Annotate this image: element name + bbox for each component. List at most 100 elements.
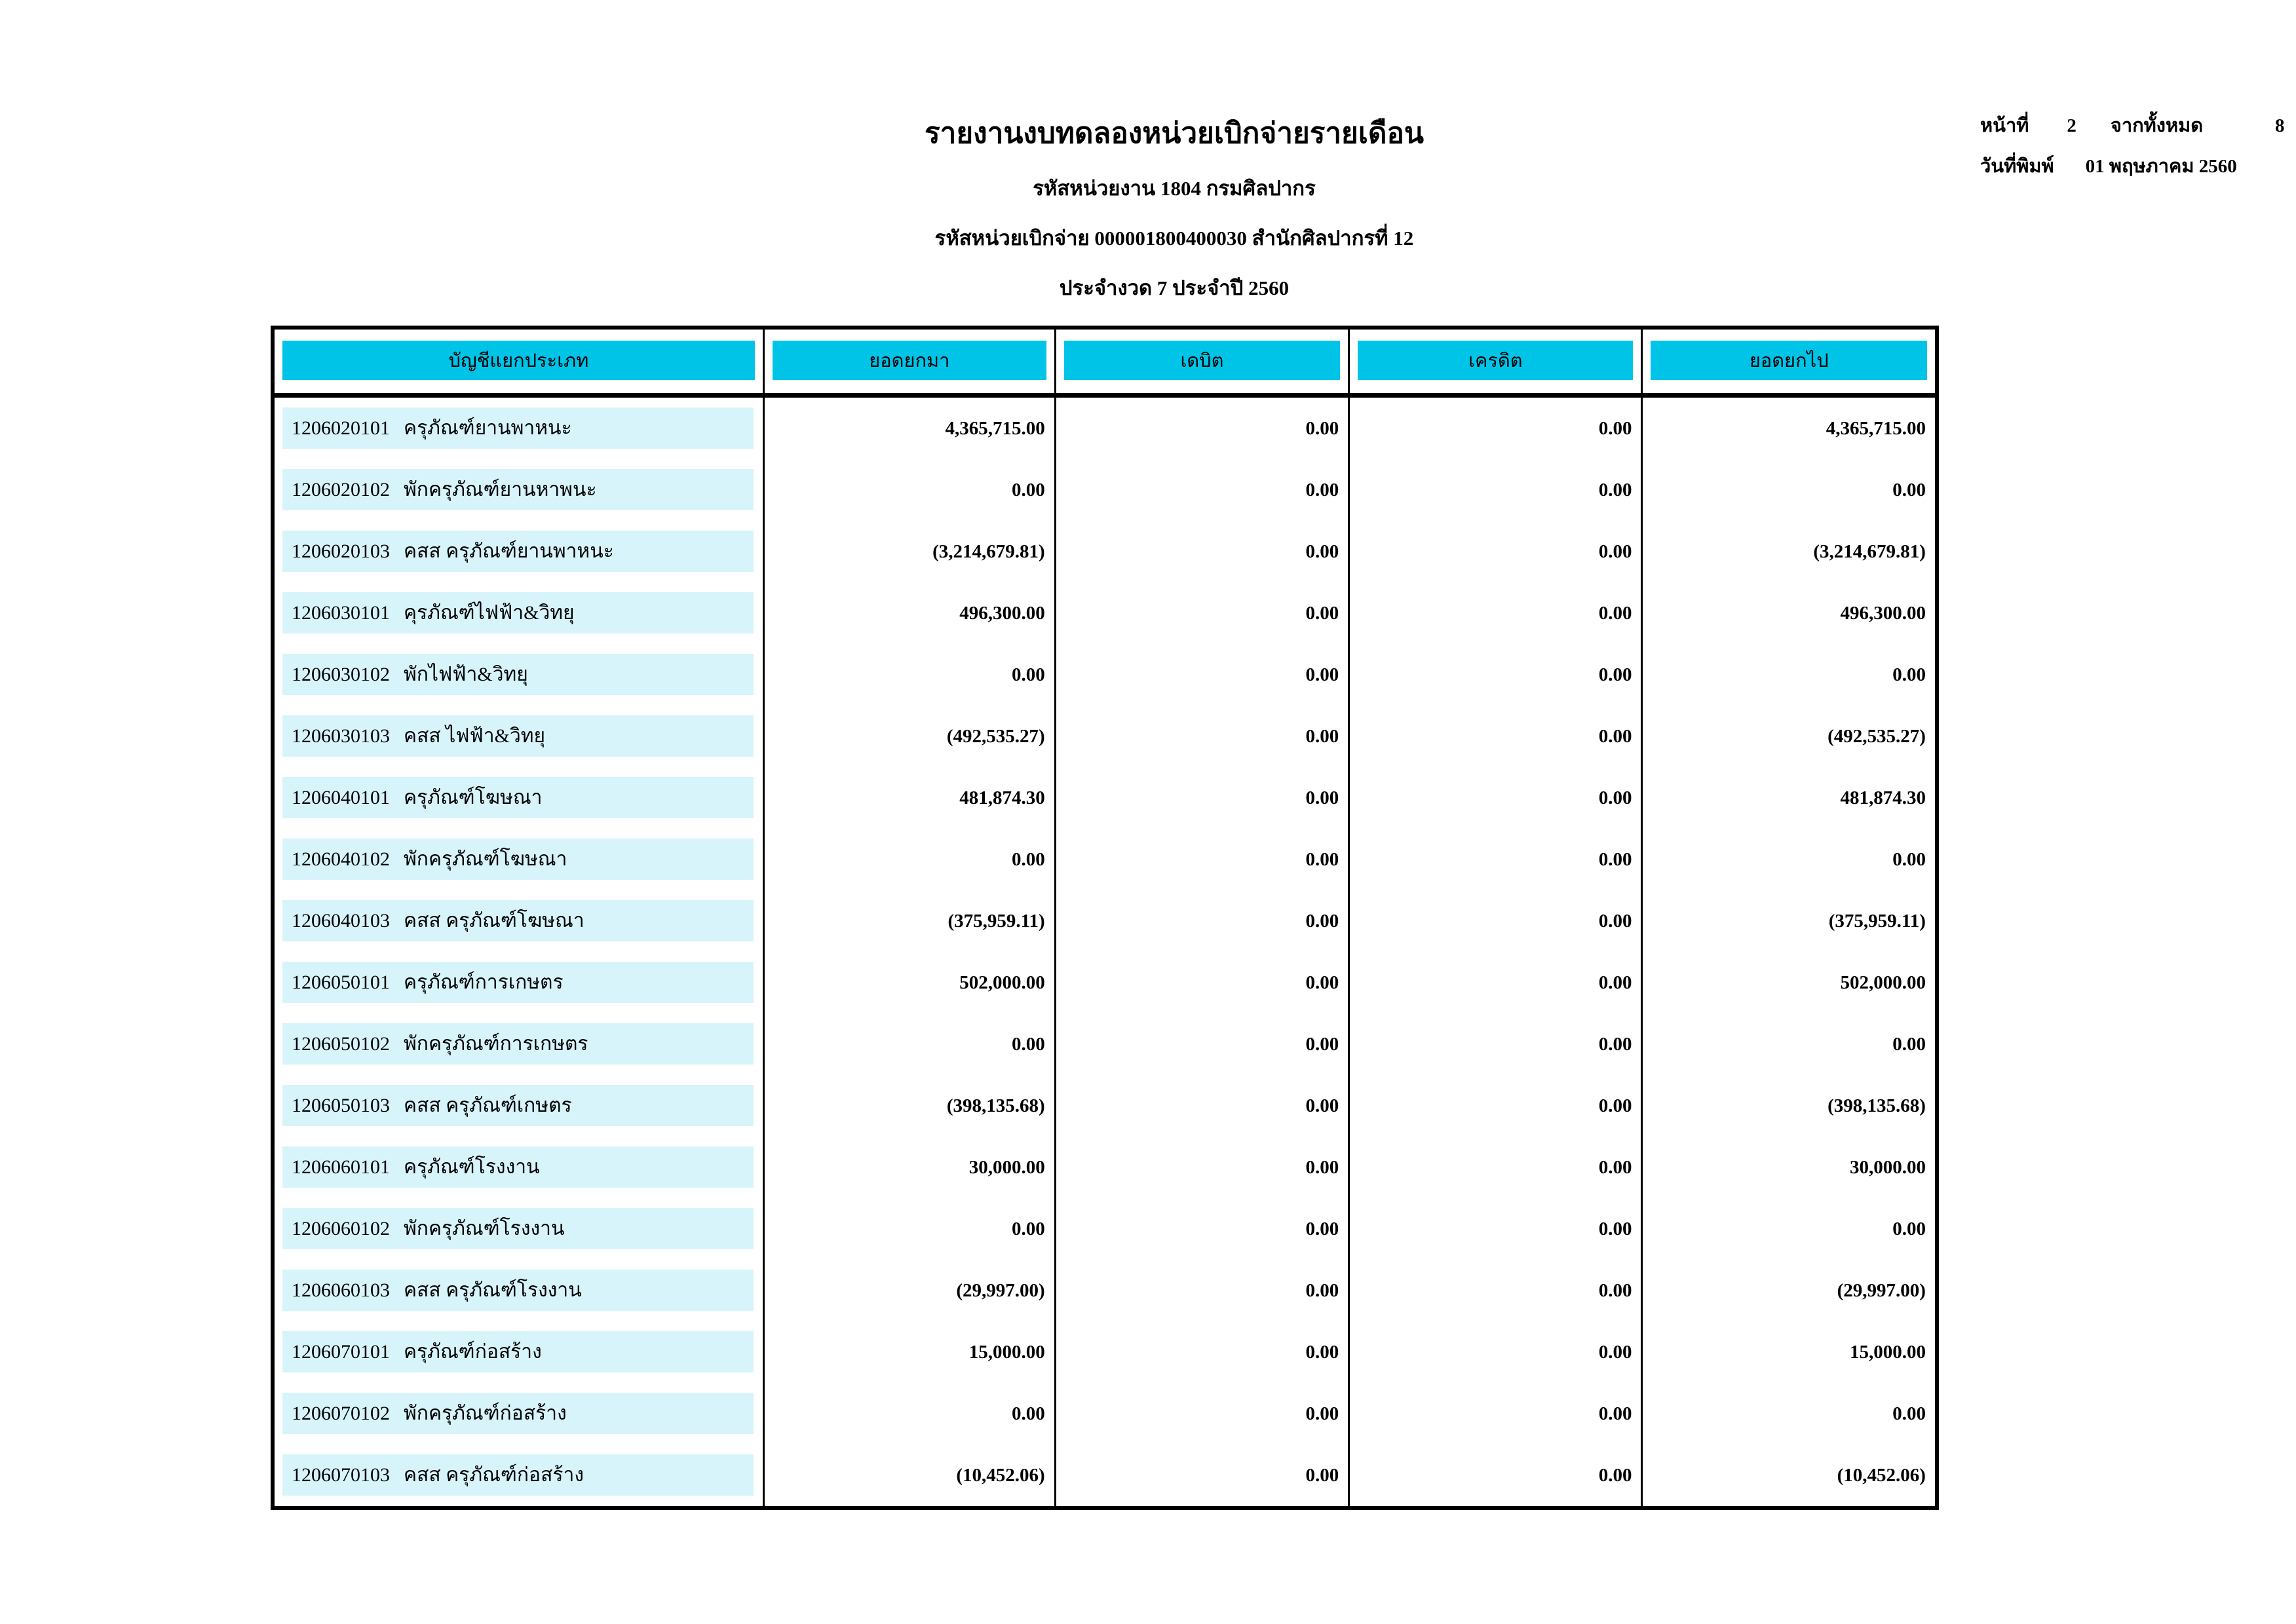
debit-cell: 0.00 bbox=[1054, 1198, 1349, 1260]
account-band: 1206040101 ครุภัณฑ์โฆษณา bbox=[282, 777, 754, 818]
table-row-label: 1206050102 พักครุภัณฑ์การเกษตร bbox=[275, 1013, 763, 1075]
account-code: 1206060103 bbox=[292, 1279, 390, 1301]
table-row-label: 1206040103 คสส ครุภัณฑ์โฆษณา bbox=[275, 890, 763, 952]
account-band: 1206050101 ครุภัณฑ์การเกษตร bbox=[282, 962, 754, 1003]
print-date-label: วันที่พิมพ์ bbox=[1980, 156, 2054, 177]
account-band: 1206030101 คุรภัณฑ์ไฟฟ้า&วิทยุ bbox=[282, 592, 754, 633]
debit-cell: 0.00 bbox=[1054, 1321, 1349, 1383]
table-row-label: 1206030103 คสส ไฟฟ้า&วิทยุ bbox=[275, 706, 763, 767]
credit-cell: 0.00 bbox=[1348, 1260, 1641, 1321]
opening-balance-cell: 481,874.30 bbox=[762, 767, 1054, 829]
report-subtitle-period: ประจำงวด 7 ประจำปี 2560 bbox=[1059, 276, 1290, 299]
credit-cell: 0.00 bbox=[1348, 582, 1641, 644]
account-name: ครุภัณฑ์โฆษณา bbox=[404, 787, 543, 808]
header-label-account: บัญชีแยกประเภท bbox=[282, 341, 755, 380]
debit-cell: 0.00 bbox=[1054, 1013, 1349, 1075]
header-cell-credit: เครดิต bbox=[1348, 330, 1641, 393]
account-band: 1206070103 คสส ครุภัณฑ์ก่อสร้าง bbox=[282, 1454, 754, 1496]
opening-balance-cell: 4,365,715.00 bbox=[762, 398, 1054, 459]
account-name: พักครุภัณฑ์โรงงาน bbox=[404, 1218, 565, 1239]
account-band: 1206060102 พักครุภัณฑ์โรงงาน bbox=[282, 1208, 754, 1249]
debit-cell: 0.00 bbox=[1054, 459, 1349, 521]
account-band: 1206020103 คสส ครุภัณฑ์ยานพาหนะ bbox=[282, 531, 754, 572]
account-band: 1206050103 คสส ครุภัณฑ์เกษตร bbox=[282, 1085, 754, 1126]
credit-cell: 0.00 bbox=[1348, 644, 1641, 706]
table-row-label: 1206060103 คสส ครุภัณฑ์โรงงาน bbox=[275, 1260, 763, 1321]
account-code: 1206020103 bbox=[292, 540, 390, 562]
account-code: 1206030102 bbox=[292, 663, 390, 685]
account-code: 1206070102 bbox=[292, 1402, 390, 1424]
total-pages: 8 bbox=[2275, 115, 2285, 136]
account-code: 1206030103 bbox=[292, 725, 390, 747]
page-info: หน้าที่ 2 จากทั้งหมด 8 วันที่พิมพ์ 01 พฤ… bbox=[1980, 110, 2285, 191]
debit-cell: 0.00 bbox=[1054, 1075, 1349, 1137]
total-pages-label: จากทั้งหมด bbox=[2110, 115, 2204, 136]
account-code: 1206060101 bbox=[292, 1156, 390, 1178]
table-row-label: 1206020102 พักครุภัณฑ์ยานหาพนะ bbox=[275, 459, 763, 521]
credit-cell: 0.00 bbox=[1348, 1321, 1641, 1383]
closing-balance-cell: 0.00 bbox=[1641, 644, 1935, 706]
account-code: 1206050101 bbox=[292, 971, 390, 993]
table-row-label: 1206050103 คสส ครุภัณฑ์เกษตร bbox=[275, 1075, 763, 1137]
debit-cell: 0.00 bbox=[1054, 767, 1349, 829]
credit-cell: 0.00 bbox=[1348, 952, 1641, 1013]
debit-cell: 0.00 bbox=[1054, 582, 1349, 644]
table-row-label: 1206060102 พักครุภัณฑ์โรงงาน bbox=[275, 1198, 763, 1260]
account-band: 1206070101 ครุภัณฑ์ก่อสร้าง bbox=[282, 1331, 754, 1372]
table-row-label: 1206030101 คุรภัณฑ์ไฟฟ้า&วิทยุ bbox=[275, 582, 763, 644]
debit-cell: 0.00 bbox=[1054, 644, 1349, 706]
opening-balance-cell: (10,452.06) bbox=[762, 1445, 1054, 1506]
account-code: 1206020101 bbox=[292, 417, 390, 439]
credit-cell: 0.00 bbox=[1348, 1013, 1641, 1075]
account-band: 1206040102 พักครุภัณฑ์โฆษณา bbox=[282, 839, 754, 880]
closing-balance-cell: 0.00 bbox=[1641, 1383, 1935, 1445]
header-cell-opening: ยอดยกมา bbox=[762, 330, 1054, 393]
opening-balance-cell: 0.00 bbox=[762, 1383, 1054, 1445]
opening-balance-cell: 0.00 bbox=[762, 644, 1054, 706]
table-row-label: 1206030102 พักไฟฟ้า&วิทยุ bbox=[275, 644, 763, 706]
debit-cell: 0.00 bbox=[1054, 398, 1349, 459]
account-code: 1206040101 bbox=[292, 786, 390, 808]
account-band: 1206040103 คสส ครุภัณฑ์โฆษณา bbox=[282, 900, 754, 941]
opening-balance-cell: 0.00 bbox=[762, 1198, 1054, 1260]
credit-cell: 0.00 bbox=[1348, 706, 1641, 767]
closing-balance-cell: 0.00 bbox=[1641, 829, 1935, 890]
closing-balance-cell: (375,959.11) bbox=[1641, 890, 1935, 952]
account-band: 1206020101 ครุภัณฑ์ยานพาหนะ bbox=[282, 407, 754, 449]
report-subtitle-unit: รหัสหน่วยเบิกจ่าย 000001800400030 สำนักศ… bbox=[934, 227, 1414, 250]
debit-cell: 0.00 bbox=[1054, 829, 1349, 890]
opening-balance-cell: (398,135.68) bbox=[762, 1075, 1054, 1137]
account-band: 1206030103 คสส ไฟฟ้า&วิทยุ bbox=[282, 715, 754, 757]
table-row-label: 1206020103 คสส ครุภัณฑ์ยานพาหนะ bbox=[275, 521, 763, 582]
account-name: ครุภัณฑ์ก่อสร้าง bbox=[404, 1341, 542, 1363]
account-name: ครุภัณฑ์ยานพาหนะ bbox=[404, 417, 572, 439]
account-name: คสส ครุภัณฑ์ยานพาหนะ bbox=[404, 540, 614, 562]
account-name: คสส ครุภัณฑ์โฆษณา bbox=[404, 910, 584, 932]
debit-cell: 0.00 bbox=[1054, 1137, 1349, 1198]
header-label-closing: ยอดยกไป bbox=[1651, 341, 1927, 380]
account-band: 1206060103 คสส ครุภัณฑ์โรงงาน bbox=[282, 1270, 754, 1311]
account-name: คสส ครุภัณฑ์เกษตร bbox=[404, 1095, 572, 1116]
account-code: 1206040102 bbox=[292, 848, 390, 870]
debit-cell: 0.00 bbox=[1054, 1260, 1349, 1321]
debit-cell: 0.00 bbox=[1054, 952, 1349, 1013]
closing-balance-cell: 0.00 bbox=[1641, 459, 1935, 521]
debit-cell: 0.00 bbox=[1054, 706, 1349, 767]
account-code: 1206070103 bbox=[292, 1463, 390, 1486]
account-code: 1206060102 bbox=[292, 1217, 390, 1239]
account-name: พักครุภัณฑ์การเกษตร bbox=[404, 1033, 588, 1055]
closing-balance-cell: 15,000.00 bbox=[1641, 1321, 1935, 1383]
account-name: พักครุภัณฑ์ยานหาพนะ bbox=[404, 479, 597, 500]
table-row-label: 1206050101 ครุภัณฑ์การเกษตร bbox=[275, 952, 763, 1013]
table-row-label: 1206070103 คสส ครุภัณฑ์ก่อสร้าง bbox=[275, 1445, 763, 1506]
print-date: 01 พฤษภาคม 2560 bbox=[2085, 156, 2237, 177]
opening-balance-cell: 502,000.00 bbox=[762, 952, 1054, 1013]
table-header-row: บัญชีแยกประเภท ยอดยกมา เดบิต เครดิต ยอดย… bbox=[275, 330, 1935, 398]
table-row-label: 1206070101 ครุภัณฑ์ก่อสร้าง bbox=[275, 1321, 763, 1383]
account-band: 1206050102 พักครุภัณฑ์การเกษตร bbox=[282, 1023, 754, 1065]
account-name: พักไฟฟ้า&วิทยุ bbox=[404, 664, 528, 685]
closing-balance-cell: 502,000.00 bbox=[1641, 952, 1935, 1013]
account-code: 1206020102 bbox=[292, 478, 390, 500]
closing-balance-cell: (398,135.68) bbox=[1641, 1075, 1935, 1137]
account-band: 1206030102 พักไฟฟ้า&วิทยุ bbox=[282, 654, 754, 695]
